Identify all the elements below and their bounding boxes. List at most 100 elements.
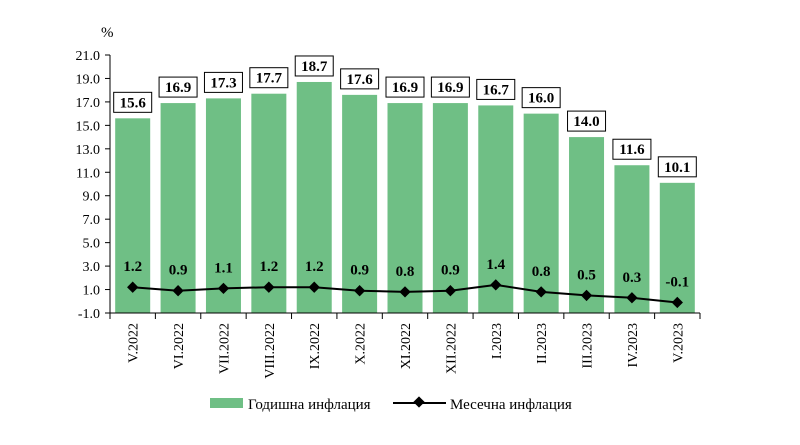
x-tick-label: V.2023 [671, 323, 686, 363]
x-axis: V.2022 VI.2022 VII.2022 VIII.2022 IX.2022 X.2… [109, 312, 701, 379]
bar-label-box [294, 55, 334, 77]
line-series: 1.2 0.9 1.1 1.2 1.2 0.9 0.8 0.9 1.4 0.8 0.5 0.3 -0.1 [123, 257, 689, 309]
y-tick-label: 7.0 [83, 213, 101, 228]
bar-VIII.2022 [251, 93, 287, 313]
bar-label-box [567, 110, 607, 132]
x-tick-label: XI.2022 [399, 323, 414, 369]
x-tick-label: XII.2022 [444, 323, 459, 374]
y-tick-label: 1.0 [83, 284, 101, 299]
line-value-label: 0.9 [350, 263, 369, 279]
bar-value-label: 16.7 [483, 82, 510, 98]
bar-label-box [476, 78, 516, 100]
line-value-label: -0.1 [665, 274, 689, 290]
bar-XI.2022 [387, 103, 423, 313]
line-point [580, 289, 593, 302]
bar-VI.2022 [160, 103, 196, 313]
bar-V.2022 [115, 118, 151, 313]
y-tick-label: -1.0 [78, 307, 100, 322]
line-point [263, 281, 275, 293]
bar-label-box [203, 71, 243, 93]
line-point [626, 292, 638, 304]
line-point [671, 296, 683, 309]
bar-V.2023 [659, 182, 695, 313]
y-tick-label: 3.0 [83, 260, 101, 275]
x-tick-label: II.2023 [535, 323, 550, 364]
bar-value-label: 15.6 [120, 95, 147, 111]
bar-label-box [657, 156, 697, 178]
x-tick-label: VII.2022 [217, 323, 232, 374]
line-point [490, 279, 502, 291]
legend-line-label: Месечна инфлация [450, 397, 572, 413]
bar-value-label: 17.3 [210, 75, 236, 91]
legend-bar-swatch [210, 398, 243, 408]
line-value-label: 0.9 [169, 263, 188, 279]
bar-value-label: 17.6 [346, 72, 373, 88]
line-point [172, 285, 184, 297]
y-axis-unit: % [101, 25, 114, 41]
y-tick-label: 11.0 [76, 166, 100, 181]
line-value-label: 1.4 [486, 257, 505, 273]
x-tick-label: III.2023 [581, 323, 596, 369]
line-point [217, 282, 230, 295]
bar-value-label: 16.9 [392, 80, 418, 96]
y-tick-label: 5.0 [83, 237, 101, 252]
bar-label-box [612, 138, 652, 160]
bar-value-label: 16.0 [528, 91, 554, 107]
line-value-label: 0.9 [441, 263, 460, 279]
bar-label-box [113, 91, 153, 113]
line-point [353, 285, 366, 297]
x-tick-label: I.2023 [490, 323, 505, 359]
bar-label-box [158, 76, 198, 98]
line-point [308, 281, 320, 293]
x-tick-label: IX.2022 [308, 323, 323, 369]
line-value-label: 1.1 [214, 260, 233, 276]
bar-value-label: 10.1 [664, 160, 690, 176]
line-value-label: 1.2 [123, 259, 142, 275]
line-point [399, 286, 411, 298]
line-value-label: 0.8 [532, 264, 551, 280]
bar-label-box [340, 68, 380, 90]
y-tick-label: 17.0 [76, 96, 101, 111]
bar-value-label: 18.7 [301, 59, 328, 75]
bar-label-box [521, 87, 561, 109]
legend-bar-label: Годишна инфлация [248, 397, 371, 413]
line-value-label: 0.3 [623, 270, 642, 286]
bar-label-box [385, 76, 425, 98]
bar-XII.2022 [432, 103, 468, 313]
line-value-label: 0.8 [396, 264, 415, 280]
legend: Годишна инфлация Месечна инфлация [210, 396, 572, 413]
line-value-label: 0.5 [577, 267, 596, 283]
x-tick-label: X.2022 [354, 323, 369, 365]
bar-II.2023 [523, 113, 559, 314]
line-value-label: 1.2 [305, 259, 324, 275]
bar-series: 15.6 16.9 17.3 17.7 18.7 17.6 16.9 16.9 16.7 16.0… [113, 55, 697, 314]
x-tick-label: IV.2023 [626, 323, 641, 367]
bar-value-label: 16.9 [165, 80, 191, 96]
bar-label-box [249, 67, 289, 89]
y-axis: 21.0 19.0 17.0 15.0 13.0 11.0 9.0 7.0 5.0 3.0 1.0 -… [76, 49, 111, 322]
bar-X.2022 [342, 94, 378, 313]
y-tick-label: 15.0 [76, 119, 101, 134]
bar-value-label: 11.6 [619, 142, 645, 158]
x-tick-label: V.2022 [127, 323, 142, 363]
bar-III.2023 [569, 137, 605, 313]
legend-line-marker [413, 396, 425, 408]
y-tick-label: 21.0 [76, 49, 101, 64]
x-tick-label: VIII.2022 [263, 323, 278, 379]
y-tick-label: 19.0 [76, 72, 101, 87]
bar-value-label: 17.7 [256, 71, 283, 87]
line-point [535, 286, 547, 298]
bar-IV.2023 [614, 165, 650, 313]
bar-VII.2022 [205, 98, 241, 314]
line-point [127, 281, 139, 293]
y-tick-label: 9.0 [83, 190, 101, 205]
x-tick-label: VI.2022 [172, 323, 187, 369]
bar-label-box [430, 76, 470, 98]
bar-I.2023 [478, 105, 514, 313]
y-tick-label: 13.0 [76, 143, 101, 158]
bar-IX.2022 [296, 81, 332, 314]
bar-value-label: 16.9 [437, 80, 463, 96]
line-value-label: 1.2 [259, 259, 278, 275]
line-point [444, 285, 457, 297]
